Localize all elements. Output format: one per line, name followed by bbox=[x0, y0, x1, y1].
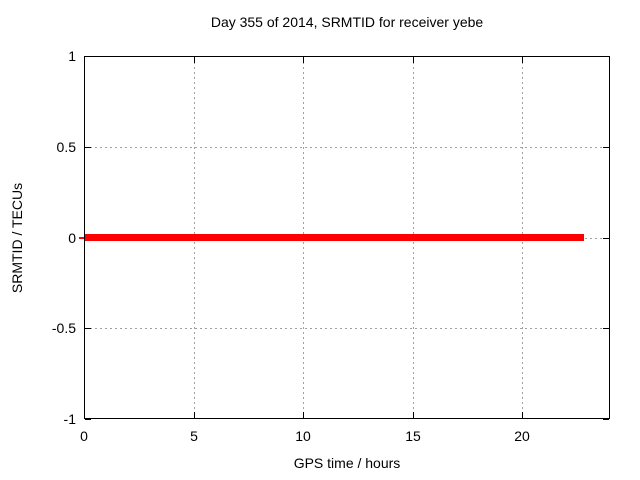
plot-border bbox=[84, 56, 610, 419]
tick-mark bbox=[603, 328, 609, 329]
tick-mark bbox=[603, 238, 609, 239]
tick-mark bbox=[522, 412, 523, 418]
x-tick-label: 5 bbox=[190, 428, 198, 444]
tick-mark bbox=[303, 412, 304, 418]
tick-mark bbox=[194, 57, 195, 63]
chart-title: Day 355 of 2014, SRMTID for receiver yeb… bbox=[210, 14, 484, 30]
tick-mark bbox=[303, 57, 304, 63]
tick-mark bbox=[413, 412, 414, 418]
data-line bbox=[84, 234, 584, 241]
y-tick-label: 1 bbox=[68, 48, 76, 64]
tick-mark bbox=[194, 412, 195, 418]
x-axis-label: GPS time / hours bbox=[293, 455, 401, 471]
tick-mark bbox=[413, 57, 414, 63]
tick-mark bbox=[522, 57, 523, 63]
y-tick-label: 0.5 bbox=[56, 139, 76, 155]
x-tick-label: 10 bbox=[295, 428, 311, 444]
y-tick-label: -1 bbox=[63, 411, 76, 427]
x-tick-label: 15 bbox=[405, 428, 421, 444]
tick-mark bbox=[603, 419, 609, 420]
x-tick-label: 20 bbox=[514, 428, 530, 444]
tick-mark bbox=[85, 147, 91, 148]
tick-mark bbox=[85, 419, 91, 420]
tick-mark bbox=[85, 328, 91, 329]
tick-mark bbox=[603, 147, 609, 148]
line-start-cap bbox=[79, 237, 84, 239]
y-tick-label: 0 bbox=[68, 230, 76, 246]
y-tick-label: -0.5 bbox=[51, 320, 76, 336]
x-tick-label: 0 bbox=[80, 428, 88, 444]
